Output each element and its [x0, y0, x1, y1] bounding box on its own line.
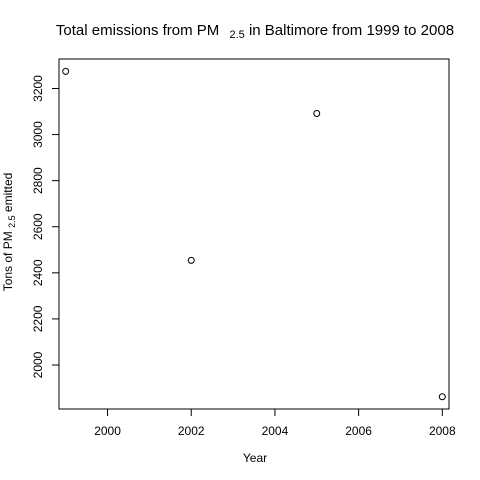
- x-tick-label: 2008: [429, 424, 456, 438]
- y-axis: 2000 2200 2400 2600 2800 3000 3200: [31, 75, 60, 378]
- x-axis-label: Year: [243, 451, 267, 465]
- data-point: [62, 67, 70, 75]
- x-tick-label: 2006: [345, 424, 372, 438]
- x-tick-label: 2000: [94, 424, 121, 438]
- chart-title-main: Total emissions from PM: [56, 22, 219, 39]
- y-axis-label-rest: emitted: [1, 173, 15, 212]
- chart-title-subscript: 2.5: [229, 29, 244, 41]
- data-points: [62, 67, 446, 401]
- chart-title: Total emissions from PM 2.5 in Baltimore…: [56, 22, 454, 42]
- y-tick-label: 2000: [31, 351, 45, 378]
- x-axis: 2000 2002 2004 2006 2008: [94, 408, 456, 438]
- data-point: [438, 393, 446, 401]
- y-axis-label-main: Tons of PM: [1, 231, 15, 291]
- y-axis-label: Tons of PM 2.5 emitted: [1, 173, 18, 292]
- y-tick-label: 2800: [31, 167, 45, 194]
- y-tick-label: 2200: [31, 305, 45, 332]
- plot-area-border: [58, 58, 450, 410]
- chart-title-rest: in Baltimore from 1999 to 2008: [249, 22, 454, 39]
- x-tick-label: 2004: [262, 424, 289, 438]
- y-tick-label: 2600: [31, 213, 45, 240]
- y-tick-label: 3200: [31, 75, 45, 102]
- y-axis-label-subscript: 2.5: [7, 215, 17, 228]
- y-tick-label: 2400: [31, 259, 45, 286]
- data-point: [187, 256, 195, 264]
- x-tick-label: 2002: [178, 424, 205, 438]
- data-point: [313, 110, 321, 118]
- y-tick-label: 3000: [31, 121, 45, 148]
